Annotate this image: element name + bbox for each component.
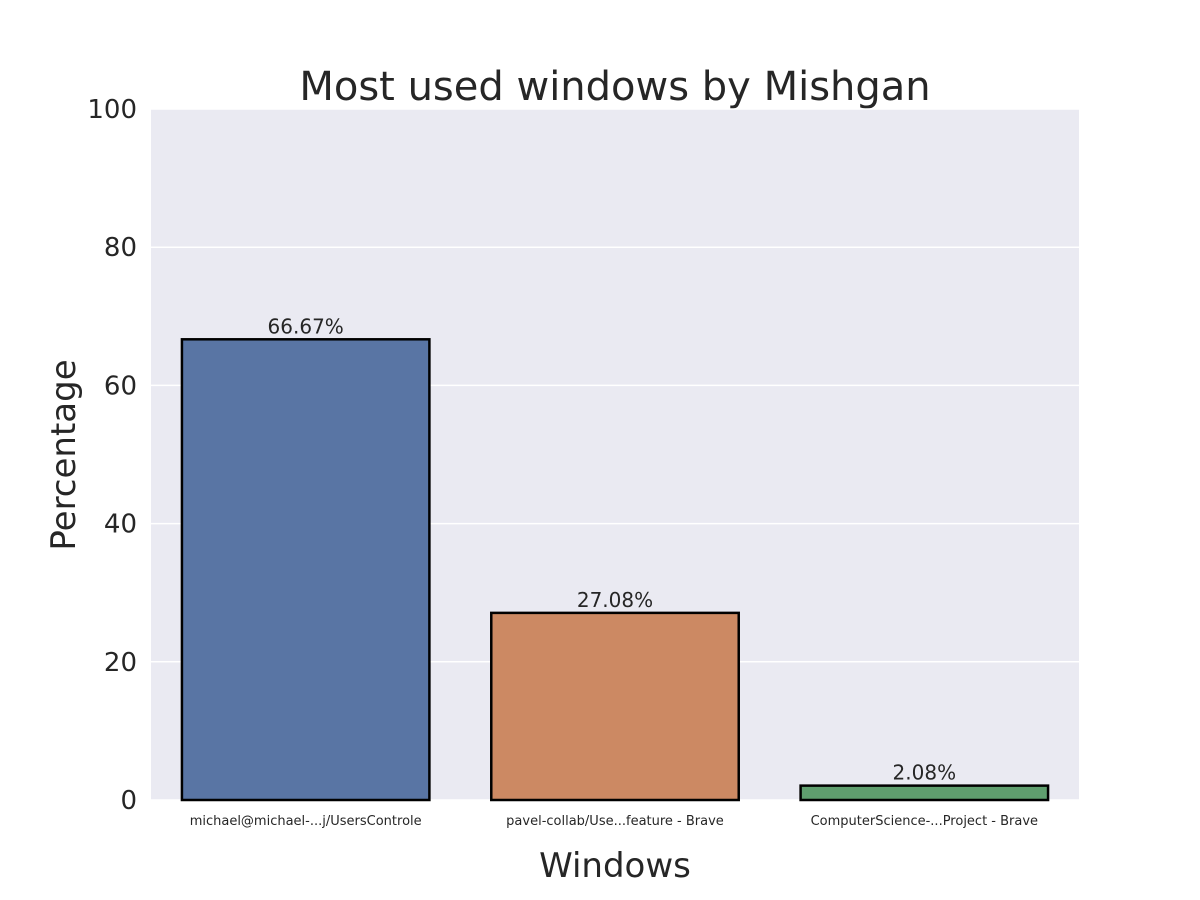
x-tick-label: michael@michael-...j/UsersControle (190, 814, 422, 829)
x-axis-label: Windows (539, 846, 691, 886)
y-tick-label: 20 (104, 648, 137, 678)
y-tick-label: 80 (104, 233, 137, 263)
x-axis-ticks: michael@michael-...j/UsersControle pavel-… (190, 814, 1038, 829)
y-tick-label: 100 (87, 95, 137, 125)
x-tick-label: pavel-collab/Use...feature - Brave (506, 814, 724, 829)
data-label: 27.08% (577, 588, 653, 612)
bar (490, 611, 740, 802)
y-axis-label: Percentage (44, 359, 84, 550)
chart-title: Most used windows by Mishgan (299, 64, 930, 110)
y-axis-ticks: 0 20 40 60 80 100 (87, 95, 137, 816)
y-tick-label: 0 (120, 786, 137, 816)
data-labels: 66.67% 27.08% 2.08% (268, 314, 957, 784)
bars (180, 338, 1050, 802)
y-tick-label: 40 (104, 510, 137, 540)
x-tick-label: ComputerScience-...Project - Brave (811, 814, 1038, 829)
bar (180, 338, 431, 802)
bar (799, 784, 1050, 802)
y-tick-label: 60 (104, 371, 137, 401)
data-label: 2.08% (893, 761, 957, 785)
data-label: 66.67% (268, 314, 344, 338)
